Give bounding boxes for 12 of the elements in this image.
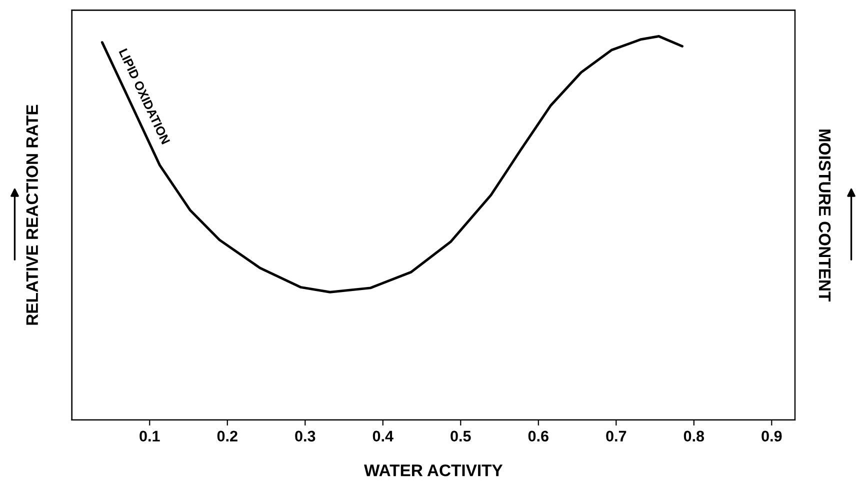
x-tick-label: 0.4 [372,430,394,442]
x-tick-label: 0.8 [684,430,704,442]
x-tick-label: 0.6 [528,430,548,442]
x-axis-title: WATER ACTIVITY [364,464,503,476]
x-tick-label: 0.3 [295,430,316,442]
y-axis-title: RELATIVE REACTION RATE [26,104,38,325]
x-tick-label: 0.9 [762,430,782,442]
y2-axis-title: MOISTURE CONTENT [818,130,831,302]
x-tick-label: 0.1 [140,430,160,442]
x-tick-label: 0.5 [450,430,471,442]
x-tick-label: 0.7 [606,430,626,442]
x-tick-label: 0.2 [217,430,238,442]
